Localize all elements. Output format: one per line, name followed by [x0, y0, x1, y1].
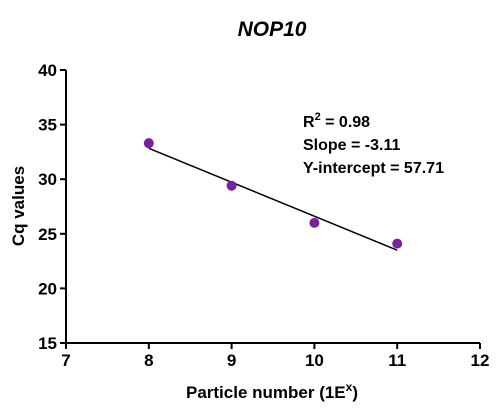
x-tick-label: 9 — [227, 351, 236, 370]
slope-text: Slope = -3.11 — [303, 137, 400, 154]
y-ticks: 15 20 25 30 35 40 — [38, 61, 66, 353]
data-point — [309, 217, 320, 228]
data-point — [226, 180, 237, 191]
regression-annotation: R2 = 0.98 Slope = -3.11 Y-intercept = 57… — [303, 111, 444, 177]
r-squared-sup: 2 — [315, 111, 321, 123]
x-axis-label-sup: x — [346, 380, 353, 394]
y-tick-label: 30 — [38, 170, 57, 189]
regression-line — [148, 147, 398, 251]
x-axis-label-tail: ) — [352, 383, 358, 402]
y-tick-label: 40 — [38, 61, 57, 80]
x-axis-label: Particle number (1Ex) — [186, 380, 358, 402]
chart-title: NOP10 — [238, 18, 307, 41]
x-tick-label: 10 — [305, 351, 324, 370]
x-ticks: 7 8 9 10 11 12 — [61, 343, 489, 370]
data-point — [143, 138, 154, 149]
r-squared-tail: = 0.98 — [321, 114, 370, 131]
x-tick-label: 7 — [61, 351, 70, 370]
x-axis-label-base: Particle number (1E — [186, 383, 346, 402]
y-tick-label: 25 — [38, 225, 57, 244]
regression-line-group — [148, 147, 398, 251]
y-tick-label: 35 — [38, 116, 57, 135]
y-tick-label: 15 — [38, 334, 57, 353]
x-tick-label: 11 — [388, 351, 406, 370]
axes — [65, 70, 480, 344]
x-tick-label: 12 — [471, 351, 490, 370]
r-squared-text: R2 = 0.98 — [303, 111, 370, 131]
x-tick-label: 8 — [144, 351, 153, 370]
y-axis-label: Cq values — [9, 166, 28, 246]
data-points — [143, 138, 403, 249]
r-squared-base: R — [303, 114, 315, 131]
y-tick-label: 20 — [38, 279, 57, 298]
data-point — [392, 238, 403, 249]
intercept-text: Y-intercept = 57.71 — [303, 160, 444, 177]
